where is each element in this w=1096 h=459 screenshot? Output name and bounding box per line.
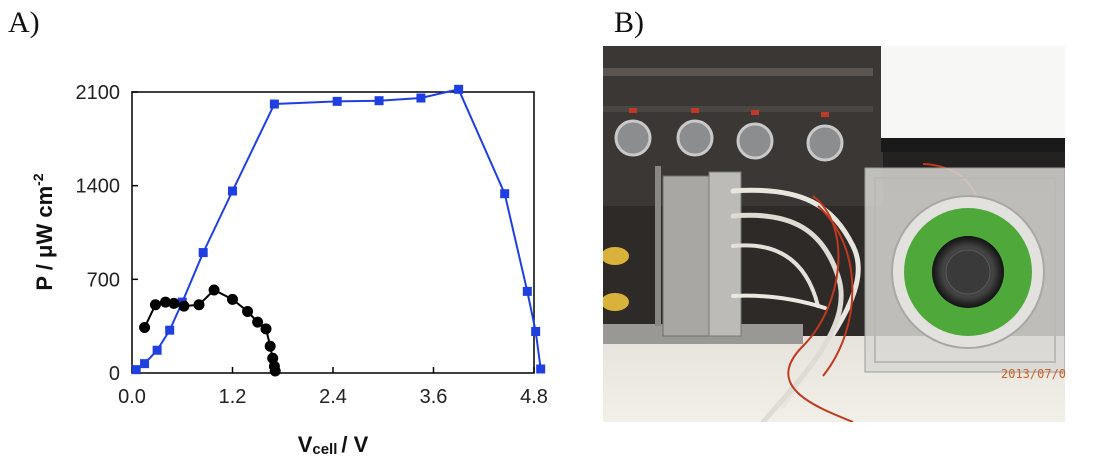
data-point — [260, 323, 272, 335]
y-tick-label: 0 — [109, 363, 120, 385]
data-point — [536, 364, 546, 374]
pump-head — [806, 124, 844, 162]
cathode-inner — [945, 249, 991, 295]
peristaltic-pumps — [614, 108, 844, 162]
pump-indicator — [751, 110, 759, 115]
plot-frame — [131, 91, 535, 374]
data-point — [149, 299, 161, 311]
x-tick-label: 1.2 — [219, 386, 247, 408]
yellow-clip — [603, 247, 629, 265]
yellow-clip — [603, 293, 629, 311]
x-tick-label: 2.4 — [319, 386, 347, 408]
y-tick-label: 700 — [87, 269, 120, 291]
data-point — [252, 316, 264, 328]
rack-shelf — [603, 106, 873, 112]
power-curve-chart: 0.0 1.2 2.4 3.6 4.8 0 700 1400 2100 Vcell / V P … — [30, 82, 548, 458]
x-axis-label-main: V — [298, 432, 313, 457]
data-point — [227, 293, 238, 305]
pump-indicator — [821, 112, 829, 117]
data-point — [168, 297, 180, 309]
x-axis-label-unit: / V — [341, 432, 368, 457]
test-fixture — [603, 166, 742, 337]
data-point — [332, 96, 342, 106]
data-point — [140, 359, 150, 369]
data-point — [264, 340, 276, 352]
pump-head — [614, 119, 652, 157]
data-point — [269, 365, 281, 377]
data-point — [531, 327, 541, 337]
y-tick-label: 1400 — [76, 176, 121, 198]
y-axis-label: P / μW cm-2 — [30, 173, 57, 290]
data-point — [160, 296, 171, 308]
y-axis: 0 700 1400 2100 — [76, 82, 138, 385]
tube — [731, 293, 827, 310]
y-tick-label: 2100 — [76, 82, 121, 104]
monitor — [881, 46, 1065, 138]
x-tick-label: 3.6 — [420, 386, 448, 408]
data-point — [152, 345, 162, 355]
x-axis: 0.0 1.2 2.4 3.6 4.8 — [118, 367, 548, 408]
x-tick-label: 4.8 — [520, 386, 548, 408]
rack-shelf — [603, 68, 873, 76]
x-axis-label: Vcell / V — [298, 432, 369, 458]
tubing — [730, 187, 861, 422]
data-point — [131, 365, 141, 375]
wire — [817, 205, 854, 377]
fixture-plate — [708, 171, 742, 337]
setup-photo: 2013/07/02 — [603, 46, 1065, 422]
tube — [731, 243, 820, 308]
pump-head — [676, 119, 714, 157]
data-point — [416, 93, 426, 103]
series-layer — [131, 84, 546, 377]
acrylic-cell-frame — [874, 177, 1056, 363]
data-point — [500, 189, 510, 199]
monitor-bezel — [881, 138, 1065, 152]
data-point — [242, 305, 254, 317]
data-point — [454, 84, 464, 94]
series-line-0 — [135, 88, 542, 371]
pump-head — [736, 122, 774, 160]
x-axis-label-sub: cell — [312, 441, 337, 458]
data-point — [269, 99, 279, 109]
data-point — [228, 186, 237, 196]
wire — [787, 195, 854, 422]
pump-indicator — [629, 108, 637, 113]
y-axis-label-sup: -2 — [30, 173, 46, 186]
data-point — [198, 248, 208, 258]
data-point — [139, 322, 151, 334]
photo-date-stamp: 2013/07/02 — [1001, 367, 1065, 381]
y-axis-label-main: P / μW cm — [32, 186, 57, 291]
panel-label-b: B) — [614, 6, 644, 39]
panel-label-a: A) — [8, 6, 40, 39]
data-point — [522, 286, 532, 296]
tube — [730, 212, 844, 422]
data-point — [178, 300, 190, 312]
fixture-rod — [655, 166, 661, 326]
x-tick-label: 0.0 — [118, 386, 146, 408]
data-point — [374, 96, 384, 106]
pump-indicator — [691, 108, 699, 113]
data-point — [165, 325, 175, 335]
data-point — [193, 299, 205, 311]
data-point — [208, 284, 220, 296]
